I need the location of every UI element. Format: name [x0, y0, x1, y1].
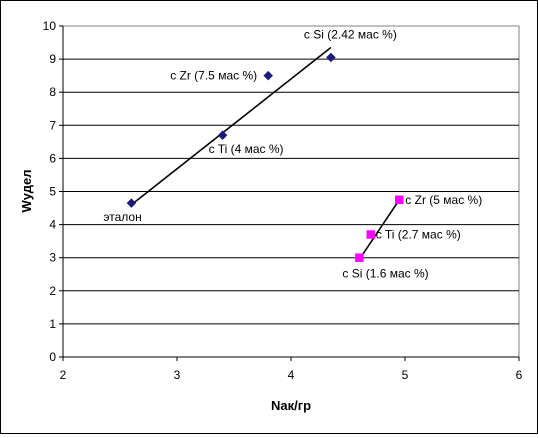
- data-point-diamond: [126, 198, 137, 208]
- data-point-square: [366, 230, 376, 239]
- y-tick-label: 5: [49, 185, 56, 199]
- data-label: c Si (2.42 мас %): [304, 27, 397, 41]
- y-tick-label: 8: [49, 85, 56, 99]
- data-label: c Zr (5 мас %): [405, 193, 482, 207]
- data-label: c Zr (7.5 мас %): [170, 69, 257, 83]
- data-point-diamond: [326, 52, 336, 63]
- trendlines: [130, 46, 400, 260]
- y-tick-label: 0: [49, 350, 56, 364]
- y-tick-label: 4: [49, 218, 56, 232]
- axes: 0 1 2 3 4 5 6 7 8 9 10 2 3 4 5 6: [43, 19, 523, 382]
- data-label: эталон: [103, 210, 141, 224]
- data-label: c Ti (4 мас %): [209, 142, 284, 156]
- data-point-diamond: [263, 70, 274, 81]
- y-tick-label: 9: [49, 52, 56, 66]
- x-tick-label: 3: [174, 368, 181, 382]
- data-label: c Ti (2.7 мас %): [376, 228, 461, 242]
- y-tick-label: 2: [49, 284, 56, 298]
- data-points: [126, 52, 404, 262]
- y-tick-label: 3: [49, 251, 56, 265]
- gridlines: [63, 58, 519, 325]
- y-tick-label: 1: [49, 317, 56, 331]
- y-tick-label: 7: [49, 118, 56, 132]
- x-tick-label: 5: [402, 368, 409, 382]
- trendline-series-2: [358, 199, 400, 260]
- trendline-series-1: [130, 46, 332, 206]
- data-point-diamond: [217, 130, 228, 141]
- data-point-square: [355, 253, 364, 262]
- x-axis-title: Nак/гр: [271, 398, 311, 413]
- y-tick-label: 6: [49, 151, 56, 165]
- y-tick-label: 10: [43, 19, 57, 33]
- x-tick-label: 4: [288, 368, 295, 382]
- data-labels: эталон c Ti (4 мас %) c Zr (7.5 мас %) c Si…: [103, 27, 482, 280]
- y-axis-title: Wудел: [19, 170, 34, 213]
- x-tick-label: 6: [516, 368, 523, 382]
- x-tick-label: 2: [60, 368, 67, 382]
- data-label: c Si (1.6 мас %): [342, 267, 428, 281]
- data-point-square: [395, 195, 404, 205]
